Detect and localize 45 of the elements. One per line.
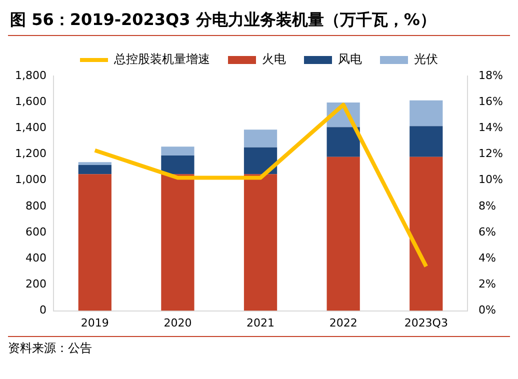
y2-tick-label: 12% [478, 147, 504, 160]
y-tick-label: 600 [25, 225, 46, 238]
x-tick-label: 2019 [80, 316, 109, 330]
bar [161, 146, 194, 156]
legend-label: 风电 [338, 52, 362, 66]
y2-tick-label: 0% [478, 304, 496, 317]
bar [326, 156, 360, 311]
bar [326, 127, 360, 157]
legend-label: 火电 [262, 52, 286, 66]
bar [244, 130, 278, 148]
y2-tick-label: 6% [478, 225, 496, 238]
x-tick-label: 2020 [164, 316, 192, 330]
bar [244, 174, 278, 311]
y-tick-label: 1,800 [14, 68, 46, 82]
bar [410, 126, 443, 157]
bar [78, 174, 112, 311]
y-tick-label: 1,400 [14, 121, 46, 134]
y2-tick-label: 2% [478, 278, 496, 291]
y-tick-label: 1,600 [14, 94, 46, 108]
x-tick-label: 2023Q3 [404, 316, 448, 330]
bar [244, 147, 278, 174]
bar [161, 174, 194, 311]
chart-title: 图 56：2019-2023Q3 分电力业务装机量（万千瓦，%） [8, 8, 510, 36]
bar [78, 162, 112, 165]
legend-label: 总控股装机量增速 [113, 52, 210, 66]
y2-tick-label: 14% [478, 121, 504, 134]
y-tick-label: 0 [39, 304, 46, 317]
bar [78, 164, 112, 174]
y2-tick-label: 4% [478, 251, 496, 264]
x-tick-label: 2021 [246, 316, 275, 330]
y2-tick-label: 8% [478, 199, 496, 212]
text: 资料来源：公告 [8, 336, 510, 357]
bar [161, 155, 194, 174]
bar [410, 100, 443, 126]
y2-tick-label: 10% [478, 173, 504, 186]
y2-tick-label: 18% [478, 68, 504, 82]
y-tick-label: 1,200 [14, 147, 46, 160]
y2-tick-label: 16% [478, 94, 504, 108]
x-tick-label: 2022 [329, 316, 358, 330]
y-tick-label: 400 [25, 251, 46, 264]
legend-label: 光伏 [414, 52, 438, 66]
bar [410, 156, 443, 311]
y-tick-label: 1,000 [14, 173, 46, 186]
y-tick-label: 200 [25, 278, 46, 291]
y-tick-label: 800 [25, 199, 46, 212]
